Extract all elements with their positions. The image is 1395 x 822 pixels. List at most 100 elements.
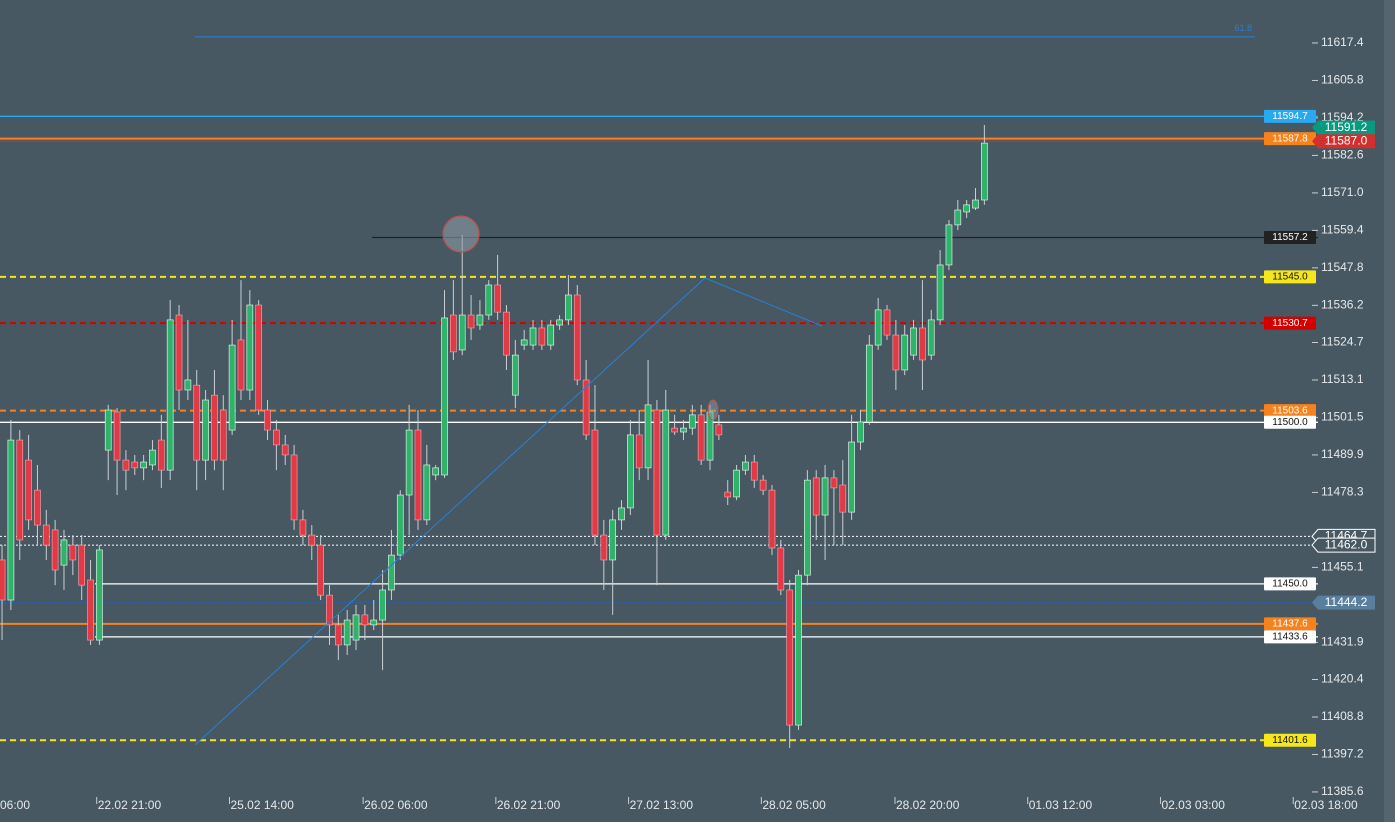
candle-body [954, 209, 962, 226]
y-tick-label: 11408.8 [1321, 709, 1364, 723]
axis-tag-label: 11462.0 [1325, 537, 1368, 551]
candle-body [396, 494, 404, 556]
candle-body [927, 319, 935, 356]
candle-body [768, 489, 776, 549]
candle-body [246, 304, 254, 391]
level-tag-label: 11401.6 [1272, 735, 1308, 746]
x-tick-label: 22.02 21:00 [98, 798, 162, 812]
x-tick-label: 26.02 21:00 [497, 798, 561, 812]
candle-body [503, 311, 510, 356]
candle-body [609, 519, 617, 561]
candle-body [972, 199, 979, 209]
level-tag-label: 11450.0 [1272, 579, 1308, 590]
candle-body [635, 434, 643, 469]
candle-body [830, 477, 838, 489]
level-tag [1264, 230, 1316, 244]
x-tick-label: 06:00 [0, 798, 30, 812]
level-tag [1264, 316, 1316, 330]
y-tick-label: 11489.9 [1321, 447, 1364, 461]
candle-body [804, 479, 811, 576]
axis-tag-label: 11591.2 [1325, 120, 1368, 134]
candle-body [680, 427, 687, 433]
level-tag [1264, 132, 1316, 146]
candle-body [467, 314, 475, 329]
level-tag [1264, 617, 1316, 631]
candle-body [34, 489, 41, 526]
candle-body [865, 344, 873, 423]
candle-body [644, 404, 652, 469]
candle-body [697, 414, 705, 461]
level-tag-label: 11594.7 [1272, 111, 1308, 122]
candle-body [51, 529, 59, 571]
level-tag-label: 11587.8 [1272, 133, 1308, 144]
candle-body [352, 614, 360, 641]
highlight-ellipse [707, 399, 719, 421]
candle-body [883, 309, 891, 336]
candle-body [16, 439, 24, 541]
candle-body [981, 142, 988, 201]
candle-body [388, 554, 395, 591]
candle-body [308, 534, 316, 546]
candle-body [157, 439, 165, 471]
candle-body [87, 579, 94, 641]
candle-body [538, 327, 546, 346]
candle-body [361, 614, 369, 626]
y-tick-label: 11501.5 [1321, 410, 1364, 424]
candle-body [343, 619, 351, 646]
axis-tag [1312, 120, 1375, 135]
y-tick-label: 11513.1 [1321, 372, 1364, 386]
x-tick-label: 27.02 13:00 [630, 798, 694, 812]
x-tick-label: 25.02 14:00 [230, 798, 294, 812]
candle-body [175, 314, 183, 391]
candle-body [96, 549, 103, 641]
candle-body [273, 429, 280, 446]
y-tick-label: 11582.6 [1321, 148, 1364, 162]
candle-body [857, 421, 864, 443]
y-tick-label: 11431.9 [1321, 635, 1364, 649]
candle-body [131, 461, 139, 469]
axis-tag [1312, 134, 1375, 149]
candle-body [573, 294, 581, 381]
candle-body [228, 344, 236, 431]
y-tick-label: 11594.2 [1321, 110, 1364, 124]
candle-body [219, 409, 227, 461]
candle-body [627, 434, 634, 509]
level-tag [1264, 415, 1316, 429]
candle-body [334, 624, 342, 646]
candle-body [919, 327, 926, 361]
candle-body [945, 224, 953, 266]
candle-body [591, 429, 599, 536]
level-tag-label: 11545.0 [1272, 272, 1308, 283]
candle-body [290, 454, 298, 521]
trend-line [194, 277, 823, 746]
candle-body [299, 519, 307, 536]
candle-body [370, 619, 378, 626]
candle-body [671, 427, 678, 433]
level-tag [1264, 630, 1316, 644]
candle-body [379, 589, 386, 621]
candle-body [281, 444, 289, 456]
candle-body [547, 324, 555, 346]
candle-body [529, 327, 537, 346]
level-tag [1264, 733, 1316, 747]
candle-body [688, 414, 696, 429]
fib-label: 61.8 [1234, 23, 1252, 33]
candle-body [742, 461, 749, 471]
level-tag-label: 11503.6 [1272, 405, 1308, 416]
candle-body [494, 284, 501, 313]
candle-body [724, 491, 732, 498]
scroll-strip [1384, 0, 1395, 822]
level-tag [1264, 577, 1316, 591]
level-tag-label: 11530.7 [1272, 318, 1308, 329]
candle-body [42, 524, 50, 546]
candle-body [317, 544, 324, 596]
candle-body [520, 339, 528, 346]
candle-body [662, 409, 670, 536]
y-tick-label: 11547.8 [1321, 260, 1364, 274]
candle-body [166, 319, 174, 471]
level-tag [1264, 404, 1316, 418]
axis-tag [1311, 537, 1376, 553]
candle-body [839, 484, 847, 513]
axis-tag-label: 11587.0 [1325, 133, 1368, 147]
candle-body [423, 464, 431, 521]
